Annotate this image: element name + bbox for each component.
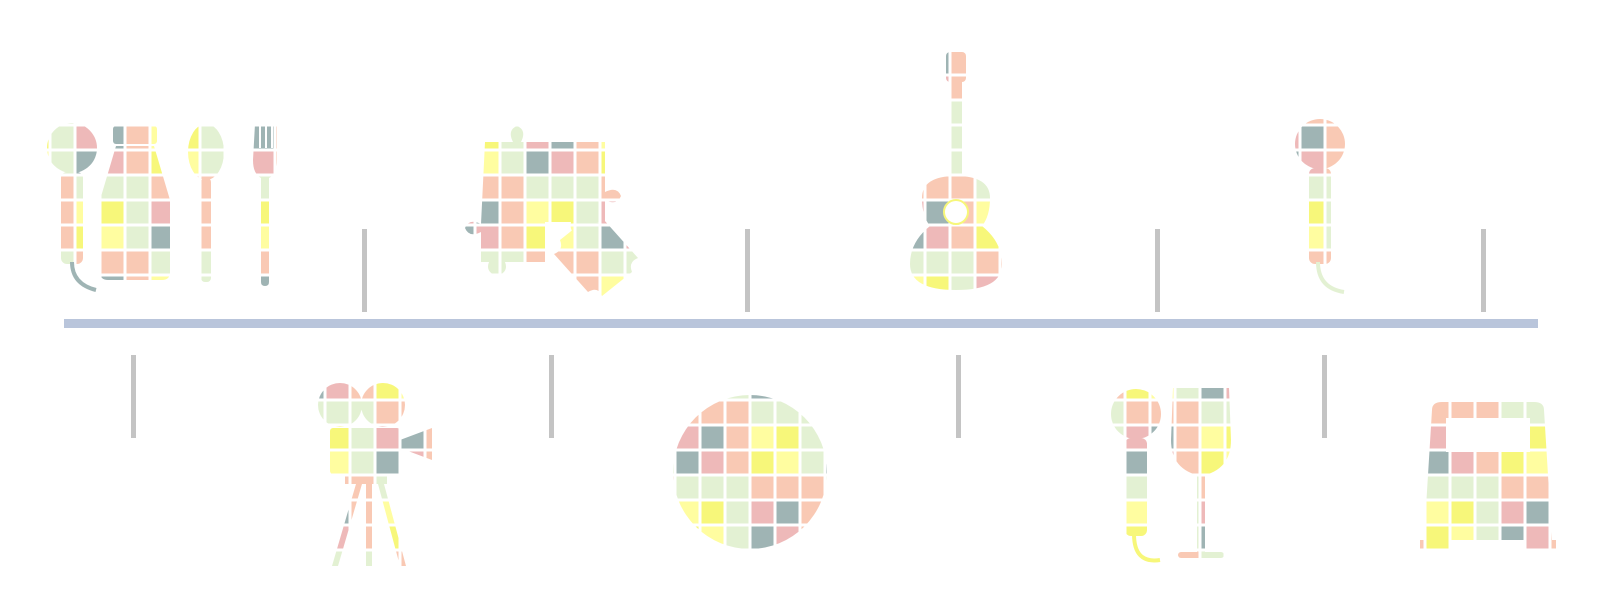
tick — [131, 355, 136, 438]
puzzle-icon — [465, 126, 638, 296]
spoon-icon — [188, 124, 224, 282]
tick — [1155, 229, 1160, 312]
tick — [362, 229, 367, 312]
guitar-icon — [910, 52, 1002, 290]
tick — [956, 355, 961, 438]
ticks-top — [362, 229, 1486, 312]
microphone-icon — [47, 123, 97, 292]
tick — [1481, 229, 1486, 312]
fork-icon — [253, 124, 277, 286]
ticks-bottom — [131, 355, 1327, 438]
tick — [745, 229, 750, 312]
microphone-icon — [1295, 119, 1345, 294]
timeline-axis — [64, 319, 1538, 328]
tick — [1322, 355, 1327, 438]
disco-ball-icon — [673, 395, 827, 549]
milk-bottle-icon — [100, 126, 170, 280]
microphone-icon — [1111, 389, 1161, 563]
bus-icon — [1420, 402, 1556, 550]
film-camera-icon — [318, 383, 432, 566]
wine-glass-icon — [1171, 388, 1231, 558]
tick — [549, 355, 554, 438]
